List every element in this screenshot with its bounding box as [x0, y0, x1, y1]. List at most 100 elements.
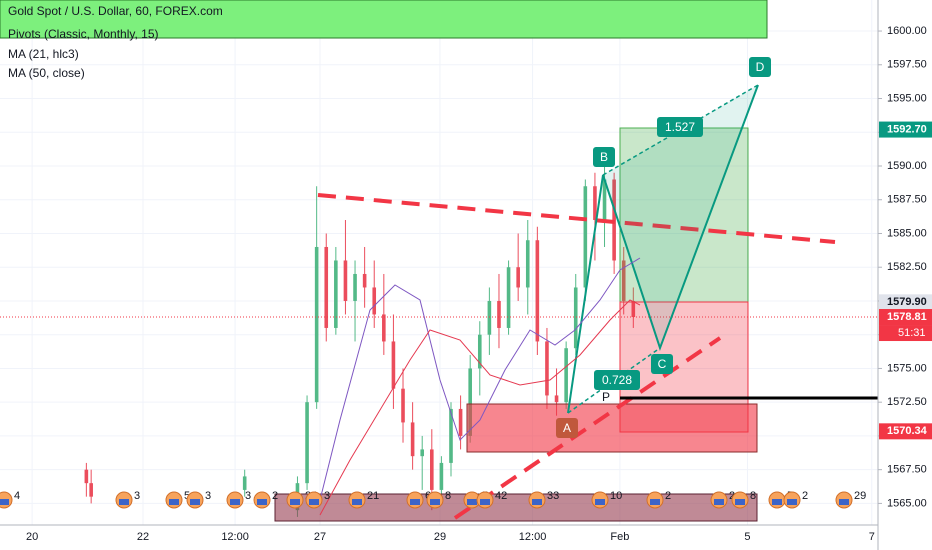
candle-body [621, 260, 626, 301]
event-flag [480, 499, 490, 505]
candle-body [602, 179, 607, 220]
pattern-label: D [756, 60, 765, 74]
trend-line [453, 336, 722, 520]
label-box [651, 354, 673, 374]
event-flag [352, 499, 362, 505]
event-count: 4 [14, 490, 20, 502]
candle-body [84, 469, 89, 484]
support-zone [466, 403, 758, 453]
candle-body [362, 273, 367, 288]
y-tick-label: 1590.00 [887, 160, 927, 172]
price-tag [879, 294, 932, 311]
candle-body [545, 341, 549, 396]
x-tick-label: 29 [434, 531, 446, 543]
label-box [556, 418, 578, 438]
candle-body [382, 314, 386, 342]
indicator-label: Pivots (Classic, Monthly, 15) [8, 27, 159, 41]
ratio-label: 0.728 [602, 373, 632, 387]
event-flag [839, 499, 849, 505]
countdown-tag [879, 325, 932, 342]
price-tag [879, 121, 932, 138]
candle-body [554, 395, 559, 403]
ratio-label: 1.527 [665, 120, 695, 134]
event-flag [467, 499, 477, 505]
candle-body [487, 300, 492, 335]
pattern-fill [603, 85, 758, 348]
y-tick-label: 1595.00 [887, 92, 927, 104]
candle-body [410, 422, 415, 457]
events: 435332243216854233102285229 [0, 490, 866, 509]
price-tag [879, 423, 932, 440]
x-tick-label: Feb [610, 531, 629, 543]
candle-body [334, 260, 338, 328]
x-tick-label: 5 [744, 531, 750, 543]
candle-body [439, 462, 444, 490]
axes: 1565.001567.501570.001572.501575.001577.… [26, 25, 932, 543]
candle-body [449, 408, 453, 463]
y-tick-label: 1572.50 [887, 396, 927, 408]
pattern-label: A [563, 421, 571, 435]
candle-body [343, 260, 348, 301]
candle-body [391, 341, 396, 389]
pattern-line [602, 84, 759, 176]
candle-body [525, 240, 530, 288]
event-count: 8 [750, 490, 756, 502]
y-tick-label: 1582.50 [887, 261, 927, 273]
event-flag [309, 499, 319, 505]
price-axis [878, 0, 932, 550]
event-count: 21 [367, 490, 379, 502]
symbol-title: Gold Spot / U.S. Dollar, 60, FOREX.com [8, 4, 223, 18]
pattern-line [567, 84, 759, 414]
event-flag [410, 499, 420, 505]
candle-body [535, 240, 540, 342]
candle-body [314, 246, 319, 403]
event-flag [119, 499, 129, 505]
event-count: 3 [134, 490, 140, 502]
event-flag [257, 499, 267, 505]
ma-50 [319, 299, 641, 516]
countdown-label: 51:31 [898, 327, 926, 339]
pivot-banner [0, 0, 768, 39]
y-tick-label: 1565.00 [887, 497, 927, 509]
candle-body [420, 449, 425, 457]
event-flag [532, 499, 542, 505]
x-tick-label: 20 [26, 531, 38, 543]
event-flag [190, 499, 200, 505]
candle-body [477, 334, 482, 369]
event-flag [735, 499, 745, 505]
event-flag [650, 499, 660, 505]
y-tick-label: 1597.50 [887, 59, 927, 71]
indicator-label: MA (21, hlc3) [8, 47, 79, 61]
price-tag-label: 1579.90 [887, 296, 927, 308]
candle-body [497, 300, 501, 328]
candle-body [468, 368, 472, 436]
candle-body [305, 402, 309, 484]
event-count: 10 [610, 490, 622, 502]
event-count: 5 [184, 490, 190, 502]
price-tag-label: 1570.34 [887, 425, 928, 437]
event-flag [430, 499, 440, 505]
pattern-label: C [658, 357, 667, 371]
event-count: 2 [729, 490, 735, 502]
event-flag [787, 499, 797, 505]
candle-body [372, 287, 377, 315]
x-tick-label: 12:00 [519, 531, 547, 543]
indicator-label: MA (50, close) [8, 66, 85, 80]
event-count: 3 [324, 490, 330, 502]
candle-body [458, 408, 463, 436]
y-tick-label: 1587.50 [887, 194, 927, 206]
candle-body [506, 267, 511, 328]
y-tick-label: 1585.00 [887, 227, 927, 239]
event-flag [230, 499, 240, 505]
candle-body [242, 476, 247, 490]
x-tick-label: 27 [314, 531, 326, 543]
candle-body [631, 300, 636, 318]
event-flag [0, 499, 9, 505]
event-count: 3 [245, 490, 251, 502]
price-tag-label: 1592.70 [887, 123, 927, 135]
pattern-label: B [600, 150, 608, 164]
pivot-label: P [602, 390, 610, 404]
label-box [749, 57, 771, 77]
